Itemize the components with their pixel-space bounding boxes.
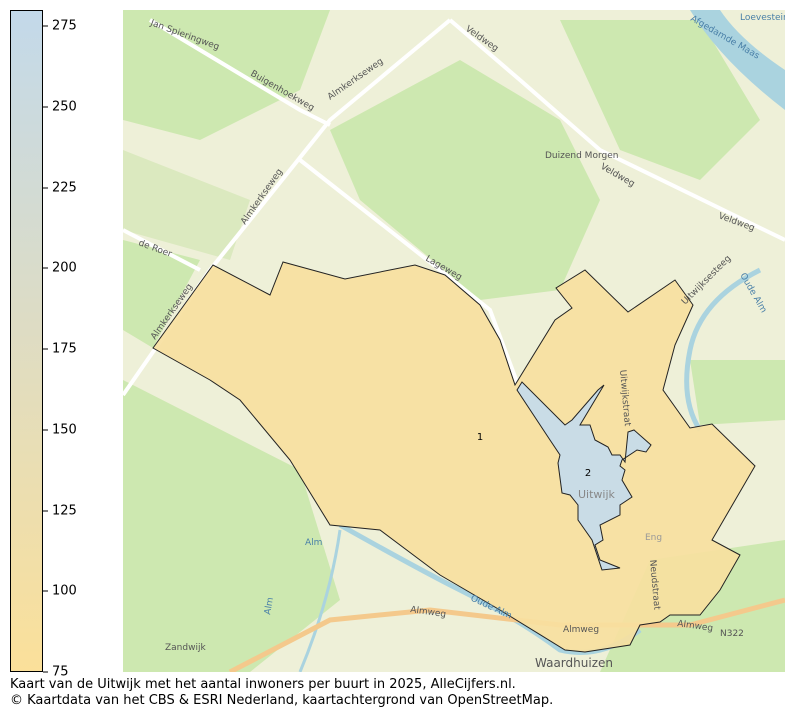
region-1[interactable] [152,261,756,653]
water-label: Alm [305,538,322,548]
road-almweg [228,597,785,672]
caption-attribution: © Kaartdata van het CBS & ESRI Nederland… [10,693,554,708]
color-scale-tick: 250 [43,99,77,114]
road-label: Uitwijkstraat [617,369,632,427]
river-oude-alm [684,267,762,432]
color-scale-tick: 200 [43,261,77,276]
color-scale-bar [10,10,43,672]
color-scale-tick: 225 [43,180,77,195]
river-afgedamde-maas [690,10,785,110]
color-scale-tick: 75 [43,665,69,680]
fields [123,10,785,672]
place-label: Waardhuizen [535,656,613,670]
color-scale-tick: 175 [43,342,77,357]
river-alm [338,522,642,655]
river-alm-west [298,529,342,672]
place-label: Zandwijk [165,643,206,653]
place-label: Uitwijk [578,488,616,501]
color-scale-tick: 125 [43,503,77,518]
road-label: Neudstraat [647,559,661,610]
water-label: Alm [263,597,276,616]
map[interactable]: 1 2 Duizend Morgen Waardhuizen Zandwijk … [123,10,785,672]
color-scale-tick: 150 [43,422,77,437]
region-label-1: 1 [477,432,483,443]
place-label: Duizend Morgen [545,151,618,161]
road-label: N322 [720,629,744,639]
color-scale-tick: 100 [43,584,77,599]
region-2[interactable] [516,381,652,571]
water-label: Loevestein [740,13,785,23]
place-label: Eng [645,533,662,543]
region-label-2: 2 [585,468,591,479]
road-label: Almweg [677,619,714,634]
caption-title: Kaart van de Uitwijk met het aantal inwo… [10,677,516,692]
road-label: Almweg [563,625,599,635]
road-label: Almweg [410,605,447,620]
color-scale-tick: 275 [43,19,77,34]
